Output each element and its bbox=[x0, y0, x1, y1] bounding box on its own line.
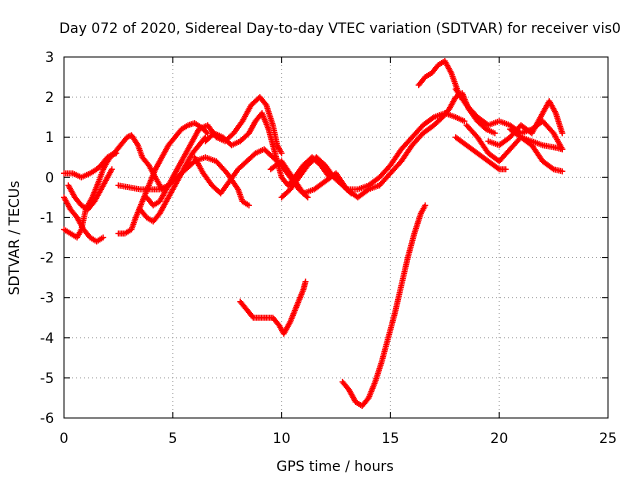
series-track-4 bbox=[65, 166, 115, 213]
data-point bbox=[245, 202, 252, 209]
chart-title: Day 072 of 2020, Sidereal Day-to-day VTE… bbox=[59, 21, 621, 37]
series-track-5 bbox=[115, 120, 211, 237]
data-point bbox=[302, 278, 309, 285]
data-points bbox=[61, 58, 566, 409]
y-tick-label: 2 bbox=[45, 90, 54, 106]
data-point bbox=[304, 194, 311, 201]
series-track-19 bbox=[463, 122, 566, 175]
x-tick-label: 0 bbox=[60, 431, 69, 447]
series-track-20 bbox=[485, 98, 566, 149]
series-track-10 bbox=[202, 110, 333, 189]
series-track-8 bbox=[143, 94, 285, 209]
y-tick-label: 1 bbox=[45, 130, 54, 146]
data-point bbox=[559, 130, 566, 137]
x-tick-label: 20 bbox=[490, 431, 508, 447]
series-track-16 bbox=[376, 90, 498, 189]
y-tick-label: 0 bbox=[45, 170, 54, 186]
series-track-15 bbox=[343, 110, 468, 193]
data-point bbox=[502, 166, 509, 173]
series-track-21 bbox=[452, 134, 509, 173]
data-point bbox=[108, 166, 115, 173]
data-point bbox=[262, 100, 269, 107]
series-track-3 bbox=[61, 194, 107, 245]
data-point bbox=[559, 168, 566, 175]
y-tick-label: -4 bbox=[40, 331, 54, 347]
series-track-7 bbox=[137, 134, 209, 225]
series-track-22 bbox=[507, 126, 566, 153]
series-track-13 bbox=[237, 278, 309, 337]
y-tick-label: -5 bbox=[40, 371, 54, 387]
series-track-9 bbox=[191, 146, 311, 201]
data-point bbox=[348, 190, 355, 197]
data-point bbox=[204, 130, 211, 137]
data-point bbox=[559, 146, 566, 153]
x-tick-label: 15 bbox=[381, 431, 399, 447]
data-point bbox=[491, 130, 498, 137]
y-axis-label: SDTVAR / TECUs bbox=[7, 181, 23, 296]
series-track-1 bbox=[61, 150, 120, 241]
y-tick-label: -1 bbox=[40, 210, 54, 226]
y-tick-label: -2 bbox=[40, 251, 54, 267]
grid-lines bbox=[64, 57, 608, 418]
data-point bbox=[100, 234, 107, 241]
series-track-14 bbox=[339, 202, 429, 409]
data-point bbox=[422, 202, 429, 209]
axis-ticks: 0 5 10 15 20 25 -6 -5 -4 -3 -2 -1 0 1 2 3 bbox=[40, 50, 617, 447]
x-tick-label: 5 bbox=[168, 431, 177, 447]
data-point bbox=[461, 118, 468, 125]
x-tick-label: 25 bbox=[599, 431, 617, 447]
x-tick-label: 10 bbox=[273, 431, 291, 447]
data-point bbox=[278, 150, 285, 157]
plot-frame bbox=[63, 56, 609, 419]
data-point bbox=[249, 313, 256, 320]
series-track-18 bbox=[452, 86, 566, 153]
y-tick-label: 3 bbox=[45, 50, 54, 66]
data-point bbox=[203, 129, 210, 136]
y-tick-label: -3 bbox=[40, 291, 54, 307]
y-tick-label: -6 bbox=[40, 411, 54, 427]
x-axis-label: GPS time / hours bbox=[276, 459, 393, 475]
